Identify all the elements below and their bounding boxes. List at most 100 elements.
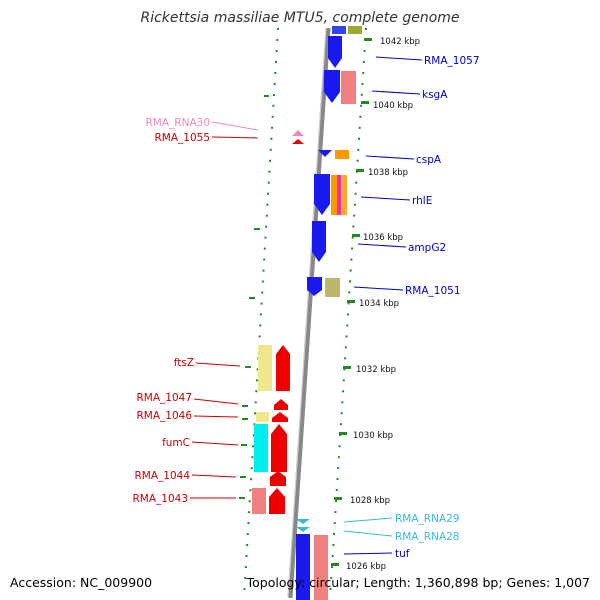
left-leaders — [190, 121, 259, 499]
gene-cspa-blue[interactable] — [318, 150, 332, 157]
left-labels: RMA_RNA30 RMA_1055 ftsZ RMA_1047 RMA_104… — [132, 117, 210, 505]
gene-cspa-orange[interactable] — [335, 150, 349, 159]
leader-rma1047 — [193, 398, 239, 405]
gene-rma1043-pink[interactable] — [252, 488, 266, 514]
dash — [245, 366, 251, 368]
reverse-features — [252, 130, 304, 514]
rma1055-arrow[interactable] — [292, 139, 304, 144]
map-title: Rickettsia massiliae MTU5, complete geno… — [140, 10, 460, 26]
gene-ftsz-khaki[interactable] — [258, 345, 272, 391]
gene-rhle-magenta[interactable] — [337, 175, 341, 215]
gene-label[interactable]: rhlE — [412, 195, 432, 207]
dash — [254, 228, 260, 230]
right-labels: RMA_1057 ksgA cspA rhlE ampG2 RMA_1051 R… — [395, 55, 480, 560]
gene-rma1051-khaki[interactable] — [325, 278, 340, 297]
leader-rma1055 — [211, 136, 259, 139]
tick-mark — [343, 366, 351, 369]
gene-rhle-orange2[interactable] — [341, 175, 347, 215]
dash — [239, 497, 245, 499]
gene-label[interactable]: fumC — [162, 437, 190, 449]
tick-label: 1042 kbp — [380, 37, 420, 47]
gene-label[interactable]: ampG2 — [408, 242, 446, 254]
gene-ampg2-blue[interactable] — [312, 221, 326, 262]
dash — [249, 297, 255, 299]
leader-rma1046 — [193, 415, 239, 418]
leader-ampg2 — [357, 243, 407, 248]
gene-label[interactable]: RMA_1047 — [136, 392, 192, 404]
genome-backbone-highlight — [287, 27, 327, 599]
tick-label: 1034 kbp — [359, 299, 399, 309]
gene-rhle-orange[interactable] — [331, 175, 337, 215]
gene-rma1046-red[interactable] — [272, 412, 288, 422]
tick-mark — [364, 38, 372, 41]
tick-mark — [347, 300, 355, 303]
dash — [242, 418, 248, 420]
rna28-arrow[interactable] — [296, 527, 310, 532]
gene-ksga-pink[interactable] — [341, 71, 356, 104]
gene-label[interactable]: ftsZ — [174, 357, 194, 369]
gene-label[interactable]: RMA_RNA29 — [395, 513, 459, 525]
gene-fumc-cyan[interactable] — [254, 424, 268, 472]
tick-label: 1038 kbp — [368, 168, 408, 178]
dash — [242, 405, 248, 407]
leader-rna28 — [343, 530, 393, 537]
leader-rma1057 — [375, 56, 423, 61]
tick-label: 1040 kbp — [373, 101, 413, 111]
gene-rma1043-red[interactable] — [269, 488, 285, 514]
gene-ksga-blue[interactable] — [324, 70, 340, 103]
gene-ftsz-red[interactable] — [276, 345, 290, 391]
gene-rma1051-blue[interactable] — [307, 277, 322, 296]
right-leaders — [343, 56, 423, 555]
gene-label[interactable]: RMA_RNA28 — [395, 531, 459, 543]
tick-label: 1036 kbp — [363, 233, 403, 243]
tick-mark — [334, 497, 342, 500]
dash — [240, 476, 246, 478]
tick-mark — [361, 101, 369, 104]
gene-rma1057-blue[interactable] — [328, 36, 342, 68]
tick-label: 1028 kbp — [350, 496, 390, 506]
gene-fumc-red[interactable] — [271, 424, 287, 472]
leader-rna29 — [343, 517, 393, 523]
topology-text: Topology: circular; Length: 1,360,898 bp… — [246, 575, 590, 590]
left-track-dashes — [239, 95, 269, 499]
gene-label[interactable]: RMA_1051 — [405, 285, 461, 297]
gene-label[interactable]: RMA_RNA30 — [146, 117, 210, 129]
leader-rma1044 — [191, 474, 237, 478]
leader-rhle — [360, 196, 411, 201]
leader-ksga — [371, 90, 421, 95]
gene-label[interactable]: RMA_1057 — [424, 55, 480, 67]
gene-rma1047-red[interactable] — [274, 399, 288, 410]
gene-label[interactable]: ksgA — [422, 89, 448, 101]
tick-label: 1032 kbp — [356, 365, 396, 375]
feature-top-olive[interactable] — [348, 26, 362, 34]
gene-label[interactable]: RMA_1046 — [136, 410, 192, 422]
genome-backbone — [287, 27, 331, 599]
scale-ticks — [331, 38, 372, 566]
leader-cspa — [365, 155, 415, 160]
leader-fumc — [191, 441, 239, 446]
gene-label[interactable]: RMA_1055 — [154, 132, 210, 144]
feature-top-blue[interactable] — [332, 26, 346, 34]
tick-label: 1026 kbp — [346, 562, 386, 572]
tick-label: 1030 kbp — [353, 431, 393, 441]
gene-label[interactable]: RMA_1043 — [132, 493, 188, 505]
tick-mark — [331, 563, 339, 566]
gene-tuf-pink[interactable] — [314, 535, 328, 600]
leader-tuf — [343, 552, 393, 555]
gene-rma1044-red[interactable] — [270, 471, 286, 486]
gene-label[interactable]: RMA_1044 — [134, 470, 190, 482]
right-dotted-track — [329, 27, 367, 599]
scale-tick-labels: 1042 kbp 1040 kbp 1038 kbp 1036 kbp 1034… — [346, 37, 420, 572]
dash — [241, 444, 247, 446]
gene-label[interactable]: cspA — [416, 154, 442, 166]
dash — [264, 95, 269, 97]
gene-tuf-blue[interactable] — [296, 534, 310, 600]
rna29-arrow[interactable] — [296, 519, 310, 524]
tick-mark — [356, 169, 364, 172]
gene-rma1046-khaki[interactable] — [256, 412, 269, 422]
gene-rhle-blue[interactable] — [314, 174, 330, 215]
rna30-arrow[interactable] — [292, 130, 304, 136]
gene-label[interactable]: tuf — [395, 548, 410, 560]
tick-mark — [352, 234, 360, 237]
